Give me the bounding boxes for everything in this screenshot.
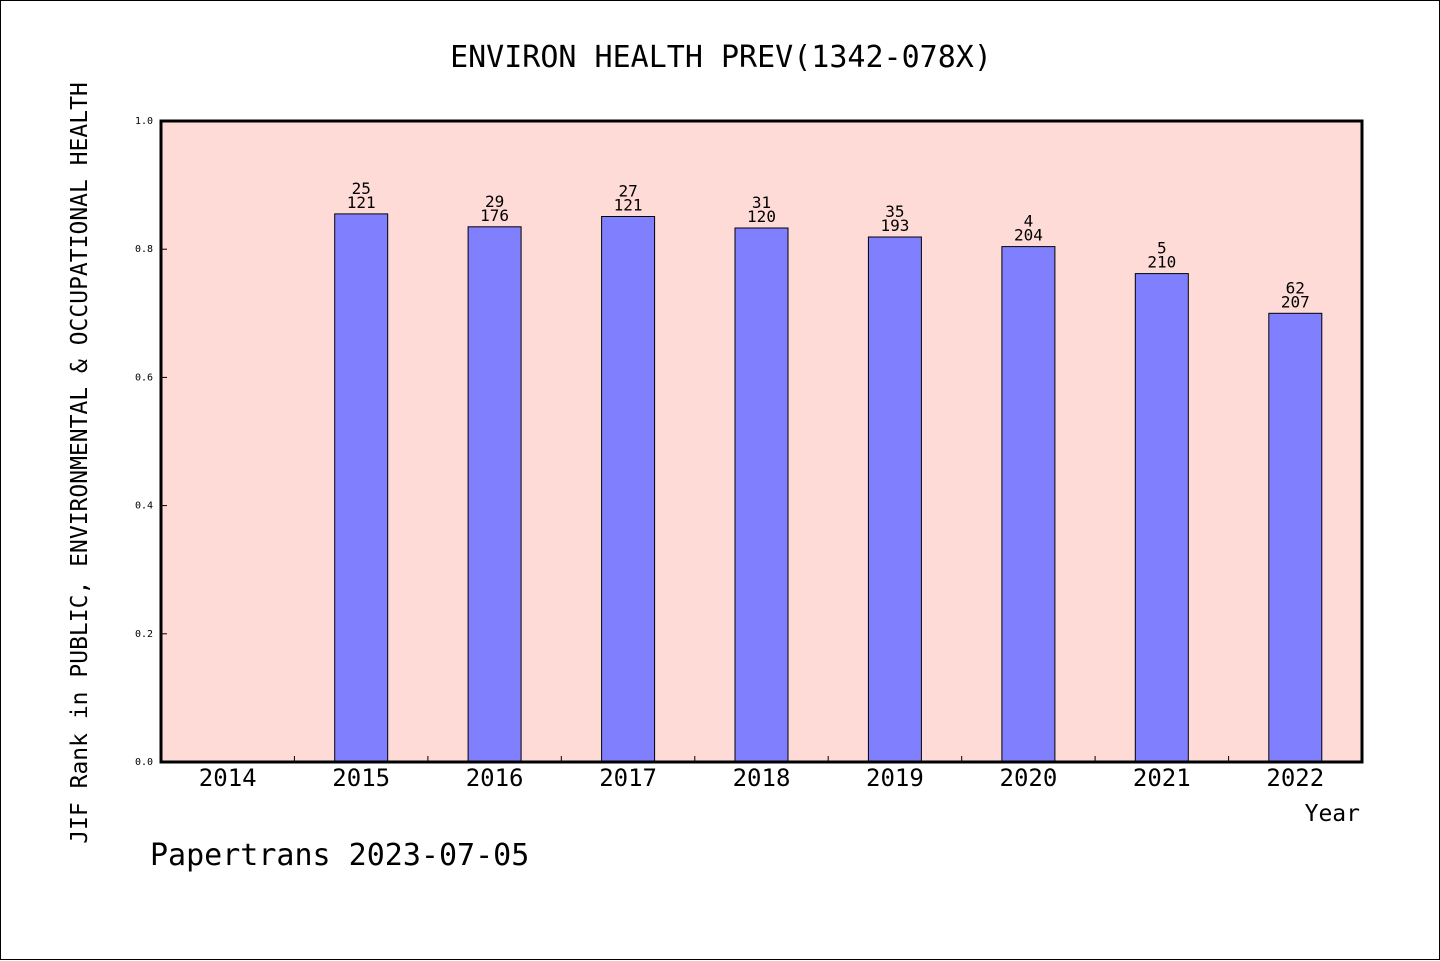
bar-total-label-2019: 193 — [880, 216, 909, 235]
x-tick-label-2016: 2016 — [466, 764, 524, 792]
x-tick-label-2021: 2021 — [1133, 764, 1191, 792]
footer-credit: Papertrans 2023-07-05 — [150, 838, 529, 873]
bar-rank-label-2021: 5 — [1157, 239, 1167, 258]
y-tick-label-5: 1.0 — [135, 116, 153, 127]
x-tick-label-2019: 2019 — [866, 764, 924, 792]
bar-total-label-2017: 121 — [614, 196, 643, 215]
x-tick-label-2020: 2020 — [1000, 764, 1058, 792]
bar-2018 — [734, 227, 789, 763]
bar-rank-label-2018: 31 — [752, 193, 771, 212]
bar-rank-label-2015: 25 — [352, 179, 371, 198]
x-tick-label-2015: 2015 — [332, 764, 390, 792]
x-tick-label-2018: 2018 — [733, 764, 791, 792]
bar-total-label-2022: 207 — [1281, 292, 1310, 311]
x-axis-ticks: 2014 2015 2016 2017 2018 2019 2020 2021 2022 — [199, 756, 1324, 792]
x-axis-label: Year — [1305, 801, 1360, 827]
bar-2019 — [867, 236, 922, 763]
bar-2022 — [1268, 312, 1323, 763]
y-tick-label-4: 0.8 — [135, 244, 153, 255]
bar-rank-label-2020: 4 — [1024, 212, 1034, 231]
y-tick-label-1: 0.2 — [135, 629, 153, 640]
x-tick-label-2022: 2022 — [1266, 764, 1324, 792]
bar-rank-label-2016: 29 — [485, 192, 504, 211]
x-tick-label-2014: 2014 — [199, 764, 257, 792]
y-tick-label-0: 0.0 — [135, 757, 153, 768]
bar-total-label-2018: 120 — [747, 207, 776, 226]
y-axis-label: JIF Rank in PUBLIC, ENVIRONMENTAL & OCCU… — [67, 82, 93, 844]
chart-title: ENVIRON HEALTH PREV(1342-078X) — [450, 40, 992, 75]
bar-rank-label-2017: 27 — [618, 182, 637, 201]
bar-total-label-2020: 204 — [1014, 226, 1043, 245]
bar-2015 — [334, 213, 389, 763]
bar-total-label-2021: 210 — [1147, 253, 1176, 272]
bar-2021 — [1134, 273, 1189, 763]
bar-total-label-2015: 121 — [347, 193, 376, 212]
y-tick-label-2: 0.4 — [135, 501, 153, 512]
y-tick-label-3: 0.6 — [135, 372, 153, 383]
bar-rank-label-2022: 62 — [1286, 278, 1305, 297]
bar-total-label-2016: 176 — [480, 206, 509, 225]
bar-2016 — [467, 226, 522, 763]
bar-2020 — [1001, 246, 1056, 763]
bar-rank-label-2019: 35 — [885, 202, 904, 221]
bar-2017 — [601, 216, 656, 763]
x-tick-label-2017: 2017 — [599, 764, 657, 792]
plot-border — [159, 119, 1364, 764]
